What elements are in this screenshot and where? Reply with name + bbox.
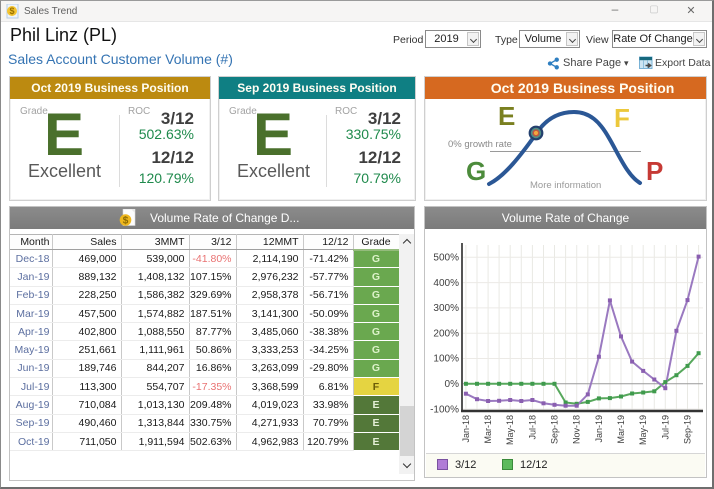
svg-text:400%: 400% [433, 278, 459, 289]
svg-text:Mar-18: Mar-18 [483, 415, 493, 444]
svg-text:P: P [646, 156, 663, 186]
svg-text:May-18: May-18 [505, 415, 515, 445]
svg-text:Jul-18: Jul-18 [527, 415, 537, 440]
svg-text:200%: 200% [433, 328, 459, 339]
svg-text:Mar-19: Mar-19 [616, 415, 626, 444]
svg-text:0% growth rate: 0% growth rate [448, 139, 512, 150]
svg-text:300%: 300% [433, 303, 459, 314]
svg-text:E: E [498, 101, 515, 131]
svg-text:$: $ [9, 6, 14, 16]
svg-text:$: $ [123, 216, 129, 227]
svg-text:May-19: May-19 [638, 415, 648, 445]
svg-text:0%: 0% [445, 379, 460, 390]
svg-text:Sep-19: Sep-19 [683, 415, 693, 444]
svg-text:Jan-18: Jan-18 [461, 415, 471, 443]
svg-text:500%: 500% [433, 253, 459, 264]
svg-text:Jul-19: Jul-19 [660, 415, 670, 440]
svg-text:More information: More information [530, 180, 601, 191]
svg-text:G: G [466, 156, 486, 186]
svg-text:Nov-18: Nov-18 [572, 415, 582, 444]
svg-text:Sep-18: Sep-18 [550, 415, 560, 444]
svg-text:100%: 100% [433, 354, 459, 365]
svg-text:Jan-19: Jan-19 [594, 415, 604, 443]
svg-text:-100%: -100% [430, 404, 459, 415]
svg-text:F: F [614, 103, 630, 133]
